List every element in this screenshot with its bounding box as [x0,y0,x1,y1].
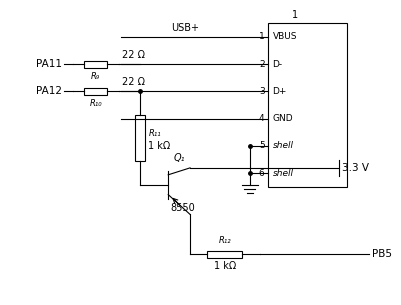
Text: 3.3 V: 3.3 V [341,163,368,173]
Text: 2: 2 [258,59,264,69]
Text: 1 kΩ: 1 kΩ [213,261,235,271]
Text: PA11: PA11 [36,59,62,69]
Text: 3: 3 [258,87,264,96]
Text: D+: D+ [272,87,286,96]
Text: USB+: USB+ [171,23,198,33]
Bar [84,61,107,67]
Text: 22 Ω: 22 Ω [121,77,144,87]
Text: R₉: R₉ [91,72,100,81]
Text: VBUS: VBUS [272,32,296,41]
Bar [84,88,107,95]
Text: 1 kΩ: 1 kΩ [148,141,170,151]
Bar [207,251,242,257]
Text: 8550: 8550 [170,203,194,213]
Text: R₁₀: R₁₀ [89,99,102,108]
Text: 4: 4 [258,114,264,123]
Text: R₁₁: R₁₁ [148,128,160,138]
Bar [135,115,145,161]
Text: PA12: PA12 [36,86,62,96]
Text: shell: shell [272,141,293,150]
Bar [267,23,346,187]
Text: 6: 6 [258,169,264,178]
Text: 1: 1 [258,32,264,41]
Text: 5: 5 [258,141,264,150]
Text: R₁₂: R₁₂ [218,236,231,245]
Text: Q₁: Q₁ [173,153,184,163]
Text: GND: GND [272,114,292,123]
Text: shell: shell [272,169,293,178]
Text: 22 Ω: 22 Ω [121,50,144,60]
Text: PB5: PB5 [371,249,391,259]
Text: D-: D- [272,59,282,69]
Text: 1: 1 [292,10,298,20]
